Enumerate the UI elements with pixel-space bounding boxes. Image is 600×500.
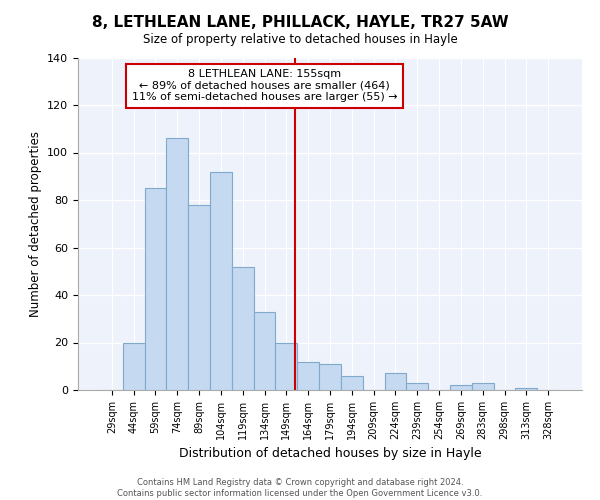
Bar xyxy=(210,172,232,390)
Text: Size of property relative to detached houses in Hayle: Size of property relative to detached ho… xyxy=(143,32,457,46)
Bar xyxy=(275,342,297,390)
Bar xyxy=(188,205,210,390)
Bar xyxy=(319,364,341,390)
Text: Contains HM Land Registry data © Crown copyright and database right 2024.
Contai: Contains HM Land Registry data © Crown c… xyxy=(118,478,482,498)
Bar xyxy=(145,188,166,390)
Text: 8 LETHLEAN LANE: 155sqm
← 89% of detached houses are smaller (464)
11% of semi-d: 8 LETHLEAN LANE: 155sqm ← 89% of detache… xyxy=(131,69,397,102)
Bar xyxy=(450,385,472,390)
Text: 8, LETHLEAN LANE, PHILLACK, HAYLE, TR27 5AW: 8, LETHLEAN LANE, PHILLACK, HAYLE, TR27 … xyxy=(92,15,508,30)
Bar xyxy=(297,362,319,390)
Bar xyxy=(385,374,406,390)
Y-axis label: Number of detached properties: Number of detached properties xyxy=(29,130,41,317)
Bar xyxy=(472,383,494,390)
Bar xyxy=(232,266,254,390)
Bar xyxy=(123,342,145,390)
Bar xyxy=(254,312,275,390)
Bar xyxy=(166,138,188,390)
Bar xyxy=(406,383,428,390)
Bar xyxy=(341,376,363,390)
X-axis label: Distribution of detached houses by size in Hayle: Distribution of detached houses by size … xyxy=(179,448,481,460)
Bar xyxy=(515,388,537,390)
